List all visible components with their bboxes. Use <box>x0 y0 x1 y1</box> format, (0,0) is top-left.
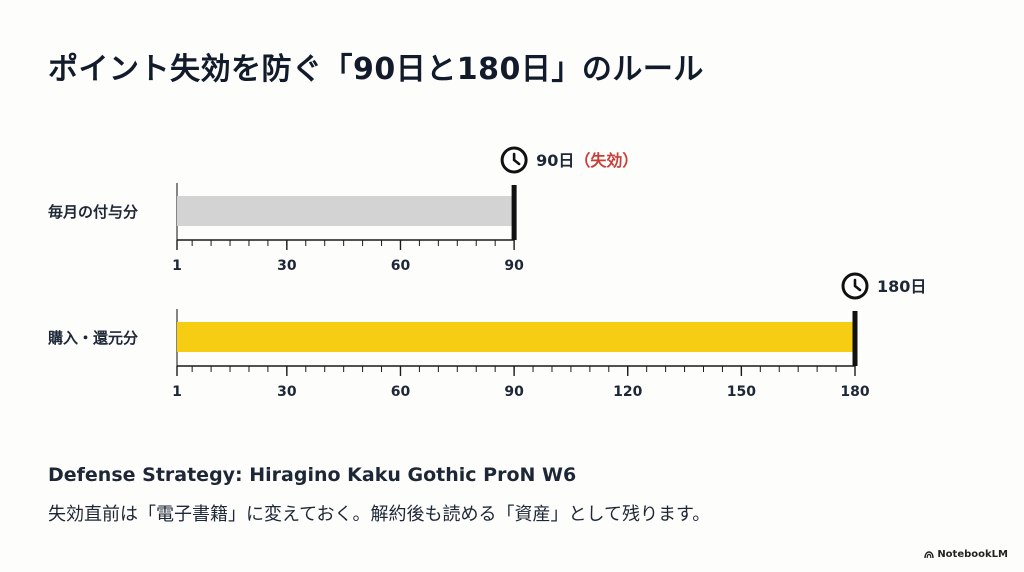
tick-label: 90 <box>504 258 524 274</box>
tick-label: 60 <box>391 384 411 400</box>
page-title: ポイント失効を防ぐ「90日と180日」のルール <box>48 52 704 87</box>
tick-label: 1 <box>172 258 182 274</box>
tick-label: 1 <box>172 384 182 400</box>
deadline-days: 90日 <box>536 151 574 170</box>
row-label: 毎月の付与分 <box>48 203 138 221</box>
deadline-label: 180日 <box>877 277 926 296</box>
clock-hands <box>853 278 862 292</box>
tick-label: 60 <box>391 258 411 274</box>
tick-label: 180 <box>840 384 869 400</box>
clock-hands <box>512 152 521 166</box>
tick-label: 150 <box>727 384 756 400</box>
brand-name: NotebookLM <box>937 549 1008 560</box>
deadline-days: 180日 <box>877 277 926 296</box>
brand-badge: NotebookLM <box>924 549 1008 560</box>
deadline-label: 90日（失効） <box>536 151 638 170</box>
expired-note: （失効） <box>574 151 638 170</box>
strategy-heading: Defense Strategy: Hiragino Kaku Gothic P… <box>48 464 577 486</box>
retention-timeline-chart: 毎月の付与分 1 30 60 90 90日（失効） 購入・還元分 1 30 60 90 120 150 1… <box>47 146 926 400</box>
duration-bar <box>177 322 855 352</box>
strategy-text: 失効直前は「電子書籍」に変えておく。解約後も読める「資産」として残ります。 <box>48 504 711 525</box>
tick-label: 90 <box>504 384 524 400</box>
row-label: 購入・還元分 <box>47 329 138 347</box>
duration-bar <box>177 196 515 226</box>
notebooklm-logo-icon <box>924 550 935 558</box>
tick-label: 30 <box>277 258 297 274</box>
tick-label: 30 <box>277 384 297 400</box>
tick-label: 120 <box>613 384 642 400</box>
